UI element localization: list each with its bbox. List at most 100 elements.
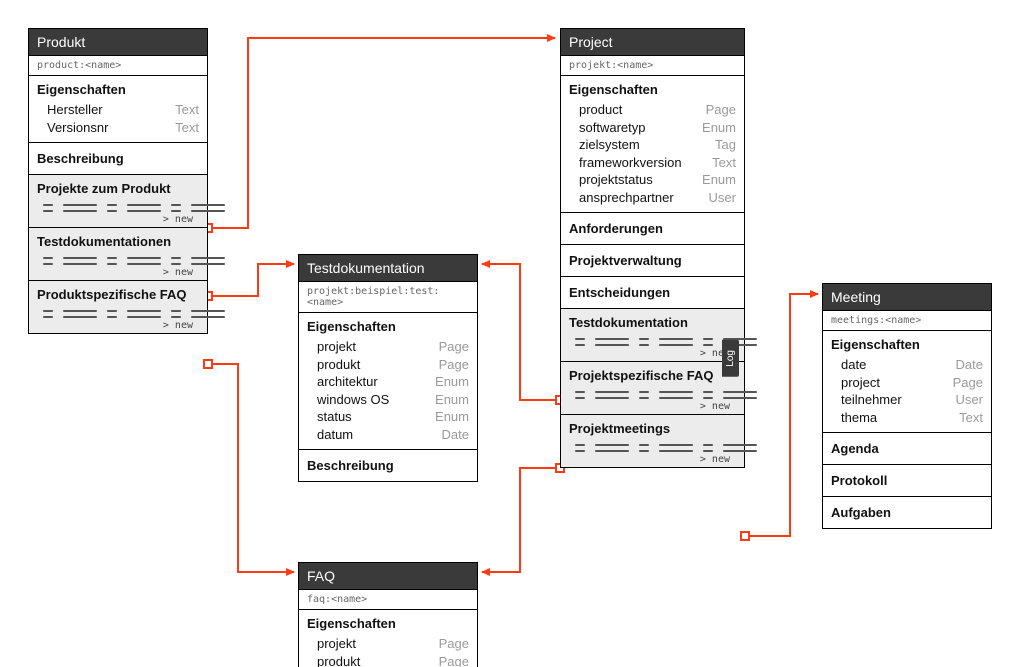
property-type: Enum [435,391,469,409]
property-row: teilnehmer User [841,391,983,409]
arrow-project-meetings-to-meeting [750,294,818,536]
section-properties: Eigenschaftenprojekt Pageprodukt Page archi… [299,313,477,450]
property-type: Page [953,374,983,392]
property-name: product [579,101,622,119]
property-name: projektstatus [579,171,653,189]
new-item-link[interactable]: > new [43,212,197,225]
entity-title: Project [561,29,744,56]
entity-path: meetings:<name> [823,311,991,331]
linked-list-placeholder: > new [561,387,744,414]
property-name: zielsystem [579,136,640,154]
property-name: thema [841,409,877,427]
property-row: status Enum [317,408,469,426]
property-type: Page [439,338,469,356]
diagram-canvas: Produktproduct:<name>EigenschaftenHerste… [0,0,1024,667]
entity-title: FAQ [299,563,477,590]
arrow-produkt-faq-to-faq [213,364,294,572]
section-linked-testdokumentationen: Testdokumentationen> new [29,228,207,281]
section-properties: EigenschaftenHerstellerTextVersionsnrTex… [29,76,207,143]
property-row: datumDate [317,426,469,444]
linked-list-placeholder: > new [29,306,207,333]
property-row: Versionsnr Text [47,119,199,137]
property-row: softwaretyp Enum [579,119,736,137]
property-name: Hersteller [47,101,103,119]
property-type: Text [175,119,199,137]
entity-path: faq:<name> [299,590,477,610]
section-title: Protokoll [823,465,991,496]
section-title: Anforderungen [561,213,744,244]
entity-produkt: Produktproduct:<name>EigenschaftenHerste… [28,28,208,334]
section-beschreibung: Beschreibung [29,143,207,175]
property-name: datum [317,426,353,444]
property-type: Text [959,409,983,427]
port-produkt-faq-to-faq [204,360,212,368]
property-row: projektstatus Enum [579,171,736,189]
new-item-link[interactable]: > new [575,399,734,412]
section-title: Beschreibung [299,450,477,481]
property-type: Enum [435,373,469,391]
property-type: Page [706,101,736,119]
property-name: projekt [317,338,356,356]
section-title: Agenda [823,433,991,464]
property-name: project [841,374,880,392]
property-name: architektur [317,373,378,391]
property-type: Page [439,653,469,667]
property-type: User [956,391,983,409]
property-row: architektur Enum [317,373,469,391]
section-title: Produktspezifische FAQ [29,281,207,306]
entity-title: Meeting [823,284,991,311]
section-title: Projektverwaltung [561,245,744,276]
entity-testdok: Testdokumentationprojekt:beispiel:test:<… [298,254,478,482]
new-item-link[interactable]: > new [43,265,197,278]
entity-title: Produkt [29,29,207,56]
property-name: softwaretyp [579,119,645,137]
property-row: zielsystem Tag [579,136,736,154]
property-row: produkt Page [317,653,469,667]
section-beschreibung: Beschreibung [299,450,477,481]
new-item-link[interactable]: > new [575,452,734,465]
section-title: Testdokumentation [561,309,744,334]
property-name: ansprechpartner [579,189,674,207]
property-type: Date [956,356,983,374]
entity-project: Projectprojekt:<name>Eigenschaftenproduc… [560,28,745,468]
property-type: Enum [702,119,736,137]
new-item-link[interactable]: > new [43,318,197,331]
property-row: thema Text [841,409,983,427]
property-row: projekt Page [317,338,469,356]
section-aufgaben: Aufgaben [823,497,991,528]
property-type: Tag [715,136,736,154]
property-name: projekt [317,635,356,653]
arrow-produkt-projekte-to-project [213,38,555,228]
property-row: projektPage [317,635,469,653]
section-title: Projektmeetings [561,415,744,440]
section-linked-testdokumentation: Testdokumentation > new [561,309,744,362]
section-projektverwaltung: Projektverwaltung [561,245,744,277]
linked-list-placeholder: > new [561,440,744,467]
property-type: Enum [702,171,736,189]
section-protokoll: Protokoll [823,465,991,497]
section-title: Projekte zum Produkt [29,175,207,200]
linked-list-placeholder: > new [29,253,207,280]
section-title: Projektspezifische FAQ [561,362,744,387]
property-type: Enum [435,408,469,426]
linked-list-placeholder: > new [561,334,744,361]
section-entscheidungen: Entscheidungen [561,277,744,309]
new-item-link[interactable]: > new [575,346,734,359]
section-title: Eigenschaften [299,313,477,338]
property-name: frameworkversion [579,154,682,172]
property-name: status [317,408,352,426]
property-name: produkt [317,356,360,374]
log-tab[interactable]: Log [722,340,739,377]
linked-list-placeholder: > new [29,200,207,227]
section-agenda: Agenda [823,433,991,465]
property-row: windows OSEnum [317,391,469,409]
property-name: produkt [317,653,360,667]
property-name: Versionsnr [47,119,108,137]
property-row: ansprechpartnerUser [579,189,736,207]
property-row: frameworkversionText [579,154,736,172]
property-row: HerstellerText [47,101,199,119]
section-title: Eigenschaften [299,610,477,635]
section-properties: EigenschaftenproductPagesoftwaretypEnumz… [561,76,744,213]
section-properties: EigenschaftendateDateprojectPageteilnehm… [823,331,991,433]
property-name: teilnehmer [841,391,902,409]
